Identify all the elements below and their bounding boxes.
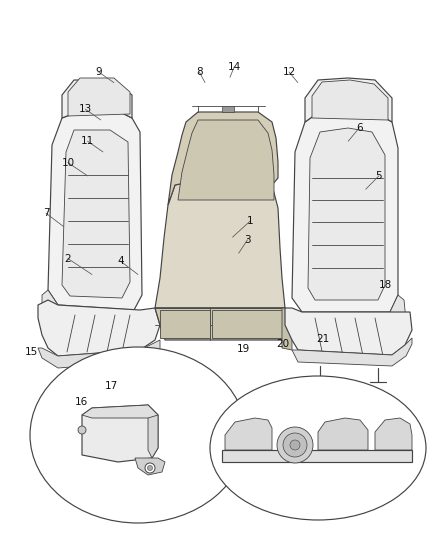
- Circle shape: [148, 465, 152, 471]
- Polygon shape: [82, 405, 158, 462]
- Text: 5: 5: [375, 171, 382, 181]
- Circle shape: [290, 440, 300, 450]
- Circle shape: [145, 463, 155, 473]
- Polygon shape: [62, 80, 132, 118]
- Polygon shape: [48, 108, 142, 310]
- Polygon shape: [42, 290, 58, 320]
- Polygon shape: [38, 300, 160, 356]
- Polygon shape: [178, 120, 274, 200]
- Polygon shape: [68, 78, 130, 116]
- Circle shape: [283, 433, 307, 457]
- Text: 3: 3: [244, 235, 251, 245]
- Polygon shape: [292, 338, 412, 366]
- Polygon shape: [82, 405, 158, 418]
- Text: 13: 13: [79, 104, 92, 114]
- Polygon shape: [135, 458, 165, 475]
- Polygon shape: [212, 310, 283, 338]
- Polygon shape: [305, 78, 392, 122]
- Polygon shape: [390, 295, 406, 322]
- Text: 21: 21: [317, 334, 330, 344]
- Ellipse shape: [30, 347, 246, 523]
- Text: 20: 20: [276, 339, 289, 349]
- Polygon shape: [168, 112, 278, 205]
- Text: 7: 7: [42, 208, 49, 218]
- Circle shape: [277, 427, 313, 463]
- Text: 19: 19: [237, 344, 250, 354]
- Text: 10: 10: [61, 158, 74, 167]
- Text: 18: 18: [379, 280, 392, 290]
- Text: 12: 12: [283, 67, 296, 77]
- Text: 9: 9: [95, 67, 102, 77]
- Polygon shape: [155, 180, 285, 308]
- Polygon shape: [160, 310, 210, 338]
- Polygon shape: [148, 405, 158, 458]
- Polygon shape: [225, 418, 272, 450]
- Polygon shape: [292, 108, 398, 312]
- Bar: [222, 106, 234, 112]
- Polygon shape: [155, 308, 292, 340]
- Text: 14: 14: [228, 62, 241, 71]
- Polygon shape: [375, 418, 412, 450]
- Circle shape: [78, 426, 86, 434]
- Polygon shape: [318, 418, 368, 450]
- Text: 11: 11: [81, 136, 94, 146]
- Ellipse shape: [210, 376, 426, 520]
- Polygon shape: [62, 130, 130, 298]
- Text: 16: 16: [74, 398, 88, 407]
- Text: 15: 15: [25, 347, 38, 357]
- Polygon shape: [38, 340, 160, 368]
- Text: 2: 2: [64, 254, 71, 263]
- Polygon shape: [222, 450, 412, 462]
- Text: 8: 8: [196, 67, 203, 77]
- Text: 17: 17: [105, 382, 118, 391]
- Text: 6: 6: [356, 123, 363, 133]
- Text: 1: 1: [247, 216, 253, 226]
- Polygon shape: [285, 308, 412, 355]
- Polygon shape: [312, 80, 388, 120]
- Polygon shape: [282, 308, 292, 350]
- Polygon shape: [308, 128, 385, 300]
- Text: 4: 4: [117, 256, 124, 266]
